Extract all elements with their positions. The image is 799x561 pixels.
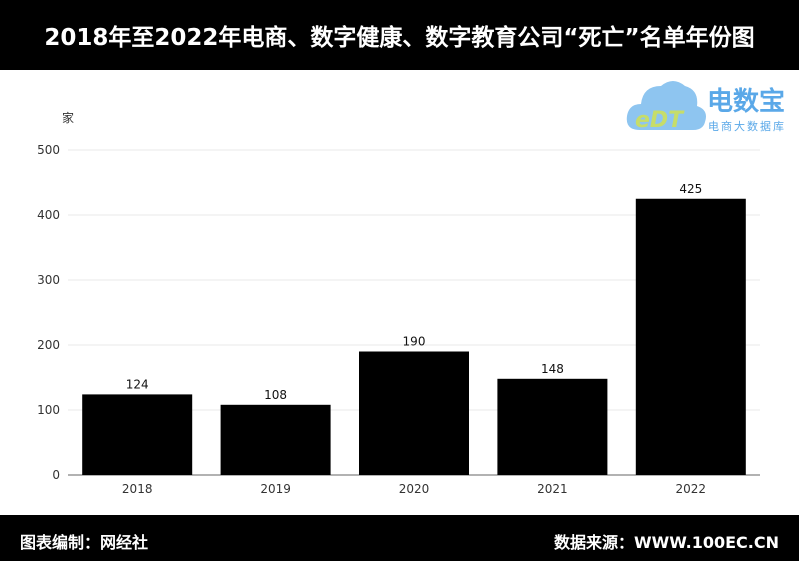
data-label: 124	[126, 377, 149, 391]
y-tick-label: 400	[37, 208, 60, 222]
footer-source-editor: 图表编制：网经社	[20, 533, 149, 552]
data-label: 108	[264, 388, 287, 402]
x-tick-label: 2021	[537, 482, 568, 496]
y-tick-label: 200	[37, 338, 60, 352]
x-tick-label: 2019	[260, 482, 291, 496]
bar-2021	[497, 378, 608, 475]
bar-2018	[82, 394, 193, 475]
y-tick-label: 100	[37, 403, 60, 417]
bar-chart: 0 100 200 300 400 500 124 2018 108 2019 190 2020 148…	[37, 110, 760, 496]
logo: eDT 电数宝 电商大数据库	[625, 72, 795, 137]
x-tick-label: 2020	[399, 482, 430, 496]
y-axis-label: 家	[62, 110, 74, 125]
y-tick-label: 500	[37, 143, 60, 157]
logo-main: 电数宝	[707, 86, 785, 117]
data-label: 190	[403, 335, 426, 349]
logo-sub: 电商大数据库	[708, 119, 786, 133]
footer-data-source: 数据来源：WWW.100EC.CN	[553, 533, 779, 552]
x-tick-label: 2022	[676, 482, 707, 496]
cloud-logo-icon: eDT 电数宝 电商大数据库	[626, 81, 786, 133]
x-tick-label: 2018	[122, 482, 153, 496]
bar-2020	[359, 351, 469, 475]
data-label: 425	[679, 182, 702, 196]
footer: 图表编制：网经社 数据来源：WWW.100EC.CN	[0, 515, 799, 561]
bar-2019	[220, 404, 331, 475]
chart-title: 2018年至2022年电商、数字健康、数字教育公司“死亡”名单年份图	[0, 0, 799, 70]
svg-text:eDT: eDT	[635, 108, 685, 133]
data-label: 148	[541, 362, 564, 376]
y-tick-label: 300	[37, 273, 60, 287]
bar-2022	[635, 198, 746, 475]
y-tick-label: 0	[52, 468, 60, 482]
